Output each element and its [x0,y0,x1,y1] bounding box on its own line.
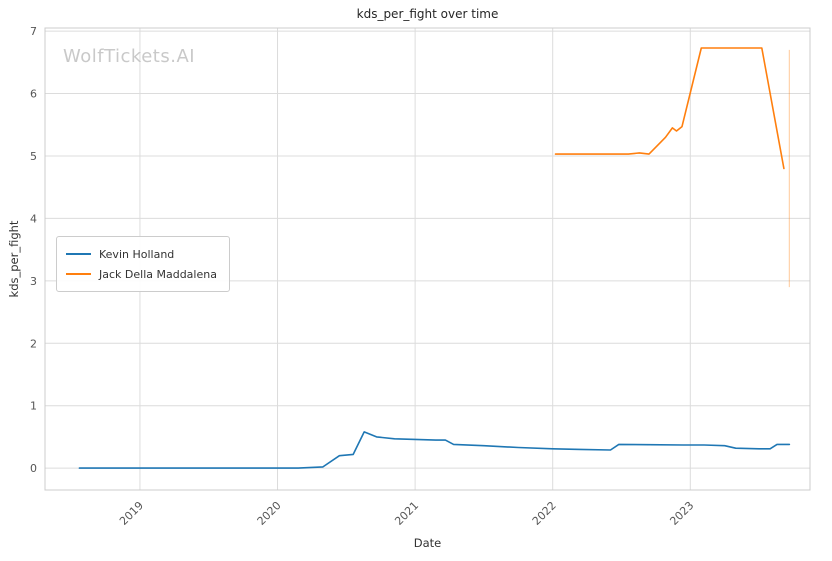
chart-title: kds_per_fight over time [356,7,499,21]
y-tick-label: 2 [30,337,37,350]
x-tick-label: 2022 [530,499,559,528]
y-tick-label: 0 [30,462,37,475]
watermark: WolfTickets.AI [63,46,196,67]
y-tick-label: 5 [30,150,37,163]
x-tick-label: 2023 [667,499,696,528]
x-tick-label: 2020 [255,499,284,528]
legend-line-swatch [66,273,91,275]
y-tick-label: 7 [30,25,37,38]
y-tick-label: 6 [30,88,37,101]
legend-item: Kevin Holland [66,244,217,264]
series-line-kevin-holland [78,431,791,469]
x-tick-label: 2021 [392,499,421,528]
y-axis-label: kds_per_fight [7,220,21,298]
x-axis-label: Date [413,536,442,550]
series-line-jack-della-maddalena [554,47,785,170]
y-tick-label: 1 [30,400,37,413]
plot-border [44,27,811,491]
y-tick-label: 3 [30,275,37,288]
y-tick-label: 4 [30,212,37,225]
legend-line-swatch [66,253,91,255]
legend-label: Kevin Holland [99,247,175,261]
x-tick-label: 2019 [117,499,146,528]
legend-label: Jack Della Maddalena [99,267,217,281]
legend-item: Jack Della Maddalena [66,264,217,284]
legend: Kevin Holland Jack Della Maddalena [56,236,230,292]
